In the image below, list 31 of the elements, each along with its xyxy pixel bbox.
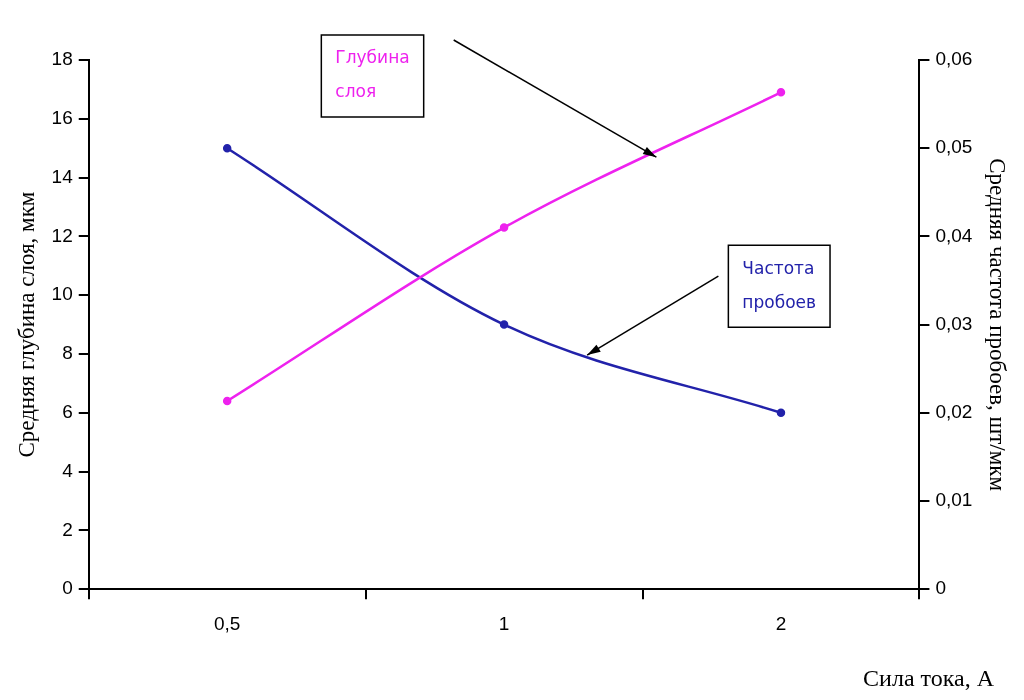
point	[776, 88, 786, 97]
y-tick-label: 0	[62, 577, 73, 599]
y-tick-label: 16	[51, 107, 73, 129]
text: Глубина слоя	[335, 47, 410, 102]
x-tick-label: 1	[498, 612, 510, 634]
x-tick-label: 0,5	[213, 612, 241, 634]
y2-tick-label: 0,02	[935, 401, 973, 423]
x-axis-title: Сила тока, А	[863, 665, 994, 692]
y-axis-title: Средняя глубина слоя, мкм	[13, 191, 39, 458]
y-tick-label: 8	[62, 342, 73, 364]
point	[499, 223, 509, 232]
text: Частота пробоев	[742, 257, 817, 312]
y-tick-label: 10	[51, 283, 73, 305]
y2-tick-label: 0,04	[935, 224, 973, 246]
y-tick-label: 2	[62, 518, 73, 540]
y2-tick-label: 0,03	[935, 312, 973, 334]
y-tick-label: 4	[62, 459, 74, 481]
y2-tick-label: 0,05	[935, 136, 973, 158]
y-tick-label: 12	[51, 224, 73, 246]
point	[222, 143, 232, 153]
point	[499, 320, 509, 329]
y2-tick-label: 0,01	[935, 489, 973, 511]
y-tick-label: 14	[51, 165, 74, 187]
y2-tick-label: 0	[935, 577, 946, 599]
y2-axis-title: Средняя частота пробоев, шт/мкм	[985, 158, 1011, 492]
point	[776, 408, 786, 418]
y-tick-label: 18	[51, 48, 73, 70]
y2-tick-label: 0,06	[935, 48, 973, 70]
point	[222, 396, 232, 406]
x-tick-label: 2	[775, 612, 787, 634]
y-tick-label: 6	[62, 401, 73, 423]
